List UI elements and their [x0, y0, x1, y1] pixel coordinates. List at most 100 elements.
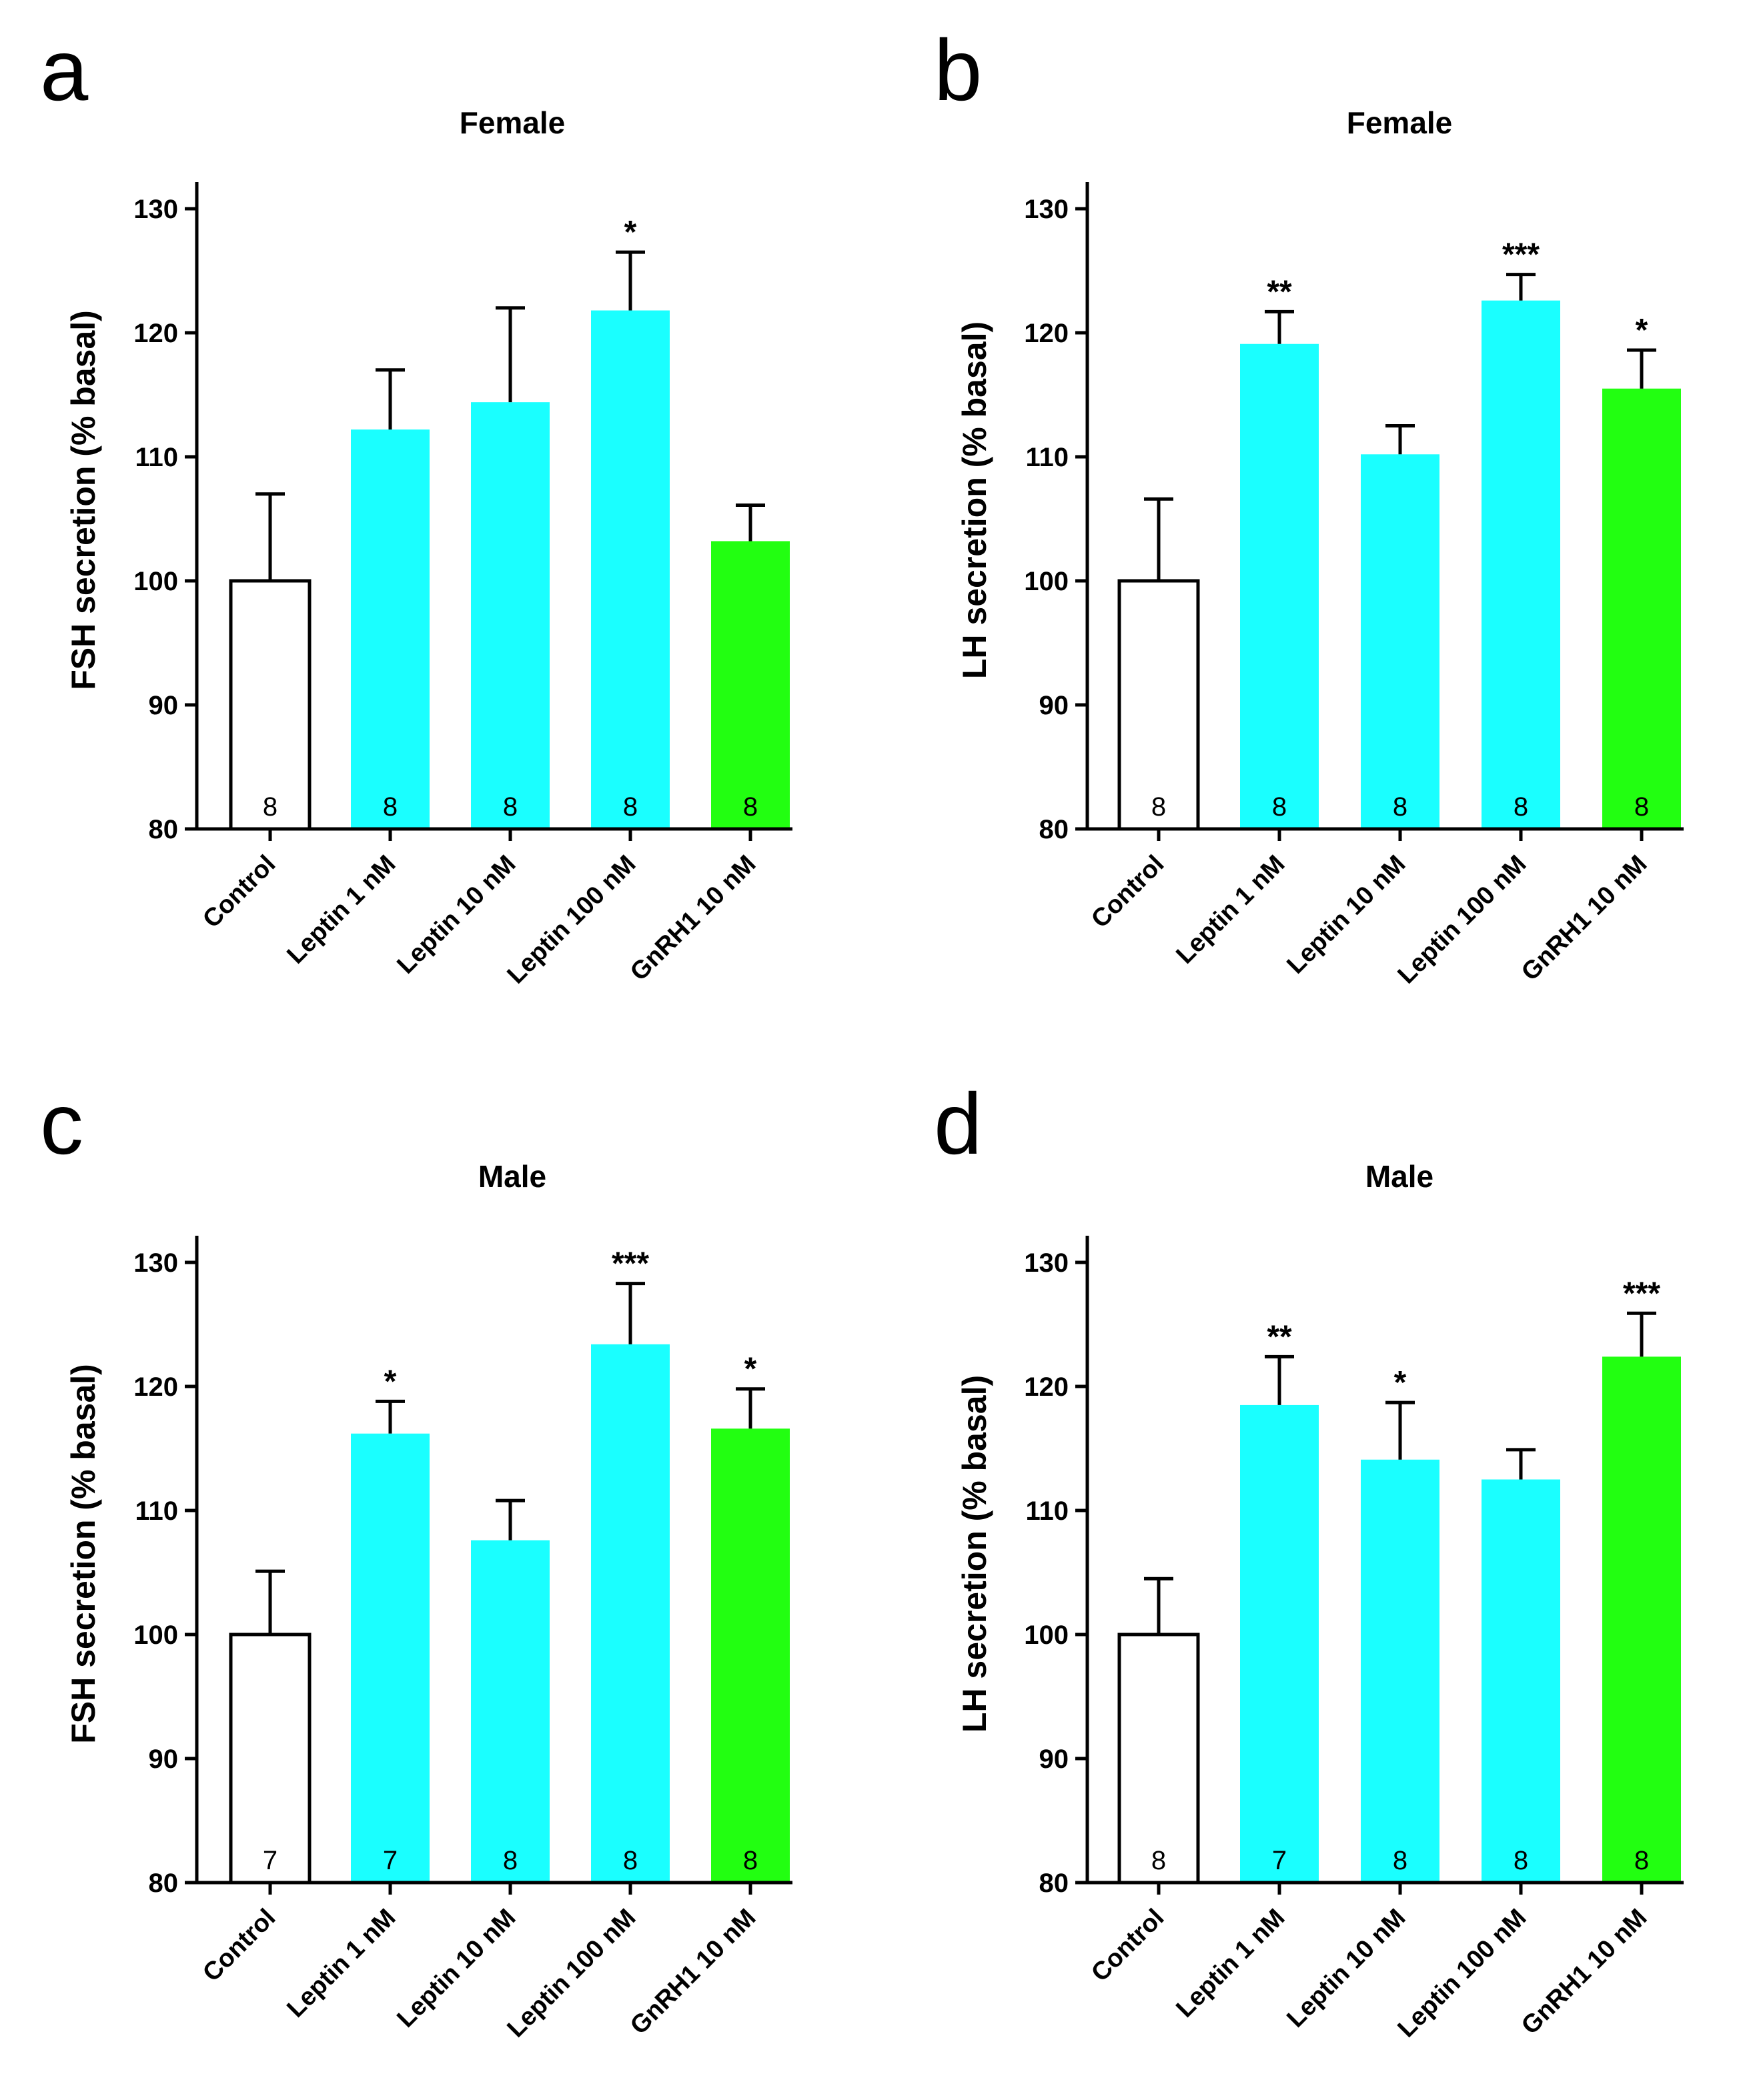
bar — [1602, 388, 1681, 829]
y-tick-label: 110 — [135, 443, 178, 472]
x-tick-label: GnRH1 10 nM — [625, 850, 761, 986]
y-tick-label: 80 — [149, 1869, 179, 1898]
chart-title: Male — [1365, 1159, 1433, 1194]
panel-a: a Female FSH secretion (% basal) 8 Contro… — [40, 21, 792, 990]
bar — [471, 1540, 550, 1883]
plot-area: 7 Control 7 * Leptin 1 nM 8 Leptin 10 nM 8 *** Le… — [133, 1236, 792, 2043]
panel-c: c Male FSH secretion (% basal) 7Control7… — [40, 1075, 792, 2043]
n-label: 8 — [1393, 792, 1407, 822]
y-tick-label: 100 — [133, 567, 178, 596]
x-tick-label: Leptin 10 nM — [1281, 1904, 1411, 2033]
y-tick-label: 130 — [133, 195, 178, 224]
y-tick-label: 90 — [149, 1745, 179, 1774]
n-label: 8 — [503, 792, 518, 822]
significance-marker: *** — [612, 1246, 649, 1282]
n-label: 7 — [383, 1846, 398, 1875]
x-tick-label: Control — [197, 1904, 281, 1987]
significance-marker: * — [624, 215, 637, 250]
x-tick-label: Leptin 1 nM — [281, 850, 401, 970]
x-tick-label: Control — [1086, 1904, 1169, 1987]
y-tick-label: 90 — [149, 691, 179, 720]
significance-marker: ** — [1267, 274, 1292, 309]
bar — [1482, 1479, 1560, 1883]
y-tick-label: 100 — [1024, 1621, 1069, 1650]
significance-marker: * — [384, 1364, 397, 1399]
bar — [591, 310, 670, 829]
y-tick-label: 120 — [133, 1372, 178, 1402]
panel-letter: d — [934, 1075, 982, 1172]
significance-marker: *** — [1502, 237, 1540, 273]
y-tick-label: 80 — [1039, 1869, 1069, 1898]
n-label: 7 — [1272, 1846, 1287, 1875]
x-tick-label: Leptin 100 nM — [502, 1904, 642, 2043]
n-label: 8 — [623, 1846, 638, 1875]
significance-marker: *** — [1623, 1276, 1660, 1311]
x-tick-label: Leptin 10 nM — [392, 850, 521, 980]
n-label: 8 — [623, 792, 638, 822]
y-tick-label: 90 — [1039, 1745, 1069, 1774]
x-tick-label: Leptin 1 nM — [281, 1904, 401, 2023]
y-tick-label: 130 — [133, 1248, 178, 1278]
y-tick-label: 130 — [1024, 195, 1069, 224]
bar — [1240, 1404, 1319, 1883]
bar — [591, 1344, 670, 1883]
y-axis-label: FSH secretion (% basal) — [65, 1364, 102, 1744]
bar — [471, 402, 550, 829]
n-label: 8 — [1393, 1846, 1407, 1875]
x-tick-label: Control — [197, 850, 281, 934]
bar — [1117, 579, 1200, 831]
significance-marker: * — [744, 1352, 757, 1387]
x-tick-label: GnRH1 10 nM — [1516, 1904, 1652, 2040]
chart-title: Female — [460, 105, 566, 140]
x-tick-label: Leptin 10 nM — [1281, 850, 1411, 980]
bar — [229, 579, 312, 831]
n-label: 8 — [1151, 1846, 1166, 1875]
bar — [351, 1433, 430, 1883]
n-label: 8 — [743, 792, 758, 822]
bar — [711, 1428, 790, 1883]
y-tick-label: 80 — [1039, 815, 1069, 844]
x-tick-label: Leptin 100 nM — [1393, 1904, 1532, 2043]
n-label: 8 — [383, 792, 398, 822]
y-tick-label: 120 — [1024, 319, 1069, 348]
bar — [1602, 1356, 1681, 1883]
x-tick-label: Leptin 10 nM — [392, 1904, 521, 2033]
y-tick-label: 120 — [1024, 1372, 1069, 1402]
bar — [1361, 454, 1439, 829]
y-tick-label: 110 — [135, 1496, 178, 1526]
y-tick-label: 90 — [1039, 691, 1069, 720]
x-tick-label: Leptin 1 nM — [1171, 1904, 1290, 2023]
bar — [351, 429, 430, 829]
n-label: 8 — [503, 1846, 518, 1875]
y-tick-label: 110 — [1025, 443, 1069, 472]
panel-d: d Male LH secretion (% basal) 8 Control 7 *… — [934, 1075, 1684, 2043]
bar — [1117, 1633, 1200, 1885]
significance-marker: ** — [1267, 1319, 1292, 1354]
y-tick-label: 100 — [133, 1621, 178, 1650]
bar — [711, 541, 790, 829]
n-label: 8 — [1634, 1846, 1649, 1875]
n-label: 8 — [743, 1846, 758, 1875]
bar — [1482, 300, 1560, 829]
x-tick-label: Leptin 100 nM — [502, 850, 642, 990]
n-label: 7 — [263, 1846, 277, 1875]
n-label: 8 — [263, 792, 277, 822]
bar — [1240, 343, 1319, 829]
bar — [1361, 1459, 1439, 1883]
x-tick-label: Leptin 100 nM — [1393, 850, 1532, 990]
n-label: 8 — [1272, 792, 1287, 822]
panel-letter: a — [40, 21, 89, 119]
n-label: 8 — [1514, 1846, 1528, 1875]
y-axis-label: LH secretion (% basal) — [956, 321, 993, 679]
n-label: 8 — [1151, 792, 1166, 822]
y-axis-label: FSH secretion (% basal) — [65, 310, 102, 690]
significance-marker: * — [1394, 1365, 1407, 1400]
y-tick-label: 130 — [1024, 1248, 1069, 1278]
x-tick-label: Control — [1086, 850, 1169, 934]
panel-letter: c — [40, 1075, 83, 1172]
y-tick-label: 80 — [149, 815, 179, 844]
